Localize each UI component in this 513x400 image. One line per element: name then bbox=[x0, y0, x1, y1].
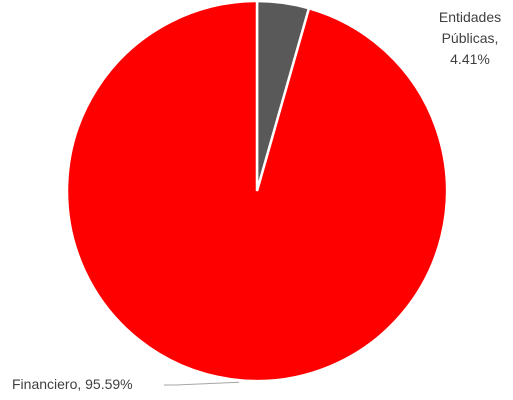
pie-slice-financiero bbox=[65, 0, 449, 383]
data-label-entidades-p-blicas: Entidades Públicas, 4.41% bbox=[439, 9, 501, 67]
data-label-financiero: Financiero, 95.59% bbox=[12, 376, 133, 392]
leader-line-financiero bbox=[164, 381, 240, 386]
data-label-line: Públicas, bbox=[442, 30, 499, 46]
pie-slices bbox=[65, 0, 449, 383]
data-labels: Entidades Públicas, 4.41% Financiero, 95.59… bbox=[12, 9, 501, 392]
data-label-line: Entidades bbox=[439, 9, 501, 25]
data-label-line: Financiero, 95.59% bbox=[12, 376, 133, 392]
leader-lines bbox=[164, 381, 240, 386]
data-label-line: 4.41% bbox=[450, 51, 490, 67]
